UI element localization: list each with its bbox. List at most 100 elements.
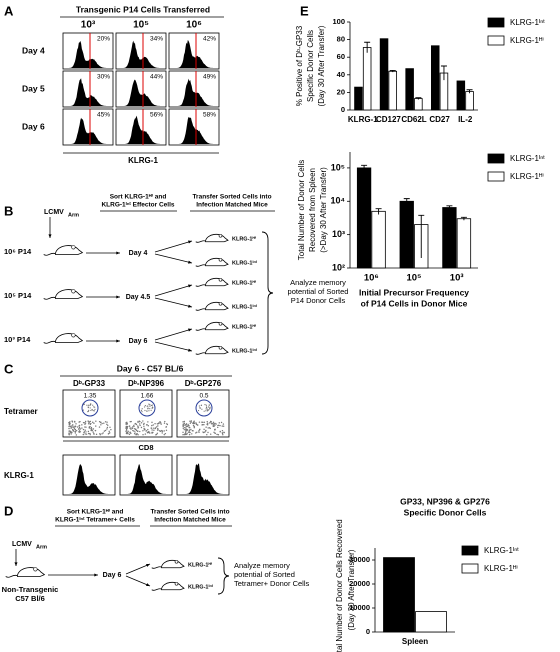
outcome: Analyze memory: [234, 561, 290, 570]
dot: [128, 433, 131, 436]
dot: [87, 432, 90, 435]
dot: [74, 429, 77, 431]
dot: [81, 427, 83, 429]
row-label: Day 6: [22, 121, 45, 131]
histogram: [65, 40, 111, 68]
x-tick-label: KLRG-1: [348, 115, 378, 124]
dot: [203, 424, 205, 426]
x-tick-label: 10³: [450, 273, 464, 284]
recipient-label: KLRG-1ᴴⁱ: [232, 235, 256, 242]
x-tick-label: IL-2: [458, 115, 473, 124]
dot: [71, 432, 73, 434]
arrow-head: [94, 573, 98, 577]
dot: [151, 404, 153, 406]
percent: 58%: [203, 112, 216, 119]
dot: [90, 409, 92, 412]
y-axis-label: % Positive of Dᵇ-GP33: [295, 25, 304, 106]
dot: [213, 425, 215, 428]
mouse-ear: [218, 257, 223, 262]
dot: [212, 421, 215, 424]
dot: [89, 432, 91, 435]
dot: [90, 426, 93, 429]
dot: [145, 424, 148, 426]
histogram: [171, 116, 217, 144]
dot: [218, 422, 220, 424]
recipient-label: KLRG-1ᴵⁿᵗ: [232, 347, 258, 354]
strain: Arm: [68, 212, 79, 218]
dot: [135, 429, 138, 432]
mouse-ear: [218, 301, 223, 306]
dot: [210, 421, 213, 423]
error-bar: [403, 198, 410, 205]
y-tick-label: 0: [341, 105, 345, 114]
legend-swatch: [461, 545, 479, 556]
mouse-tail: [5, 574, 18, 578]
day: Day 6: [103, 572, 122, 579]
dot: [195, 422, 197, 424]
dot: [74, 430, 76, 433]
outcome: Analyze memory: [290, 278, 346, 287]
legend-swatch: [487, 171, 505, 182]
chart-title: GP33, NP396 & GP276: [400, 496, 490, 506]
mouse-tail: [195, 264, 206, 267]
arrow: [154, 297, 193, 308]
y-tick-label: 20: [337, 87, 345, 96]
y-axis-label: (>Day 30 After Transfer): [319, 167, 328, 253]
dot: [131, 427, 134, 430]
dot: [205, 426, 207, 428]
dot: [145, 430, 147, 432]
dot: [182, 427, 184, 430]
histogram: [179, 463, 227, 494]
mouse: [161, 581, 185, 591]
dot: [100, 424, 102, 426]
dot: [82, 409, 84, 411]
dot: [95, 433, 98, 436]
dot: [152, 424, 154, 426]
dot: [110, 428, 112, 431]
dot: [217, 426, 219, 429]
error-bar: [440, 65, 447, 81]
dot: [78, 430, 81, 432]
dot: [106, 423, 108, 426]
dot: [156, 423, 159, 425]
percent: 42%: [203, 36, 216, 43]
dot: [203, 428, 205, 431]
dot: [185, 427, 187, 429]
dot: [134, 423, 136, 425]
error-bar: [418, 214, 425, 258]
dot: [149, 404, 151, 406]
y-axis-label: Recovered from Spleen: [308, 168, 317, 252]
dot: [89, 407, 91, 409]
dot: [84, 420, 87, 423]
dot: [141, 411, 143, 413]
dot: [193, 425, 195, 428]
x-tick-label: Spleen: [402, 637, 428, 646]
mouse: [205, 301, 229, 311]
dot: [165, 429, 168, 432]
step-label: Infection Matched Mice: [154, 517, 226, 524]
dot: [84, 429, 86, 431]
dot: [87, 430, 90, 433]
dot: [147, 407, 149, 409]
dot: [164, 432, 167, 435]
dot: [84, 422, 87, 424]
dot: [139, 430, 141, 433]
dot: [159, 421, 161, 423]
histogram: [65, 117, 111, 144]
y-axis-label: Specific Donor Cells: [306, 30, 315, 102]
dot: [78, 421, 80, 423]
dot: [219, 424, 221, 427]
dot: [137, 426, 140, 428]
dot: [100, 421, 102, 424]
dot: [209, 408, 211, 410]
dot: [206, 433, 208, 436]
dot: [202, 431, 204, 433]
dot: [185, 430, 187, 432]
dot: [202, 421, 204, 424]
dot: [89, 404, 92, 406]
y-tick-label: 10²: [332, 262, 345, 272]
plot-frame: [62, 32, 114, 70]
dot: [147, 428, 149, 431]
histogram: [171, 39, 217, 68]
dot: [156, 432, 159, 435]
